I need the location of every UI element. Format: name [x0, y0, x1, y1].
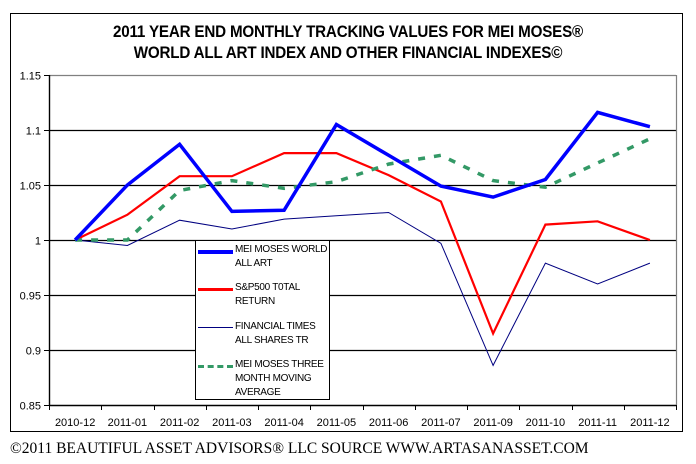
copyright-footer: ©2011 BEAUTIFUL ASSET ADVISORS® LLC SOUR… [10, 440, 589, 457]
axes: 0.85 0.9 0.95 1 1.05 1.1 1.15 2010-12 2011-01 201… [20, 71, 678, 429]
chart-legend: MEI MOSES WORLD ALL ART S&P500 T0TAL RET… [195, 240, 330, 400]
x-tick-label: 2011-09 [473, 417, 513, 429]
x-tick-label: 2011-06 [369, 417, 409, 429]
x-tick-label: 2010-12 [55, 417, 95, 429]
legend-label: MEI MOSES THREE MONTH MOVING AVERAGE [235, 359, 324, 398]
x-tick-label: 2011-04 [264, 417, 304, 429]
x-tick-label: 2011-03 [212, 417, 252, 429]
legend-label: MEI MOSES WORLD ALL ART [235, 244, 328, 269]
chart-title-line-1: 2011 YEAR END MONTHLY TRACKING VALUES FO… [112, 23, 584, 41]
legend-swatch-red-line [198, 288, 233, 291]
x-tick-label: 2011-02 [160, 417, 200, 429]
legend-swatch-navy-line [198, 327, 233, 328]
y-tick-label: 1 [35, 236, 41, 248]
legend-swatch-blue-line [198, 250, 233, 254]
x-tick-label: 2011-01 [108, 417, 148, 429]
y-tick-label: 0.95 [20, 291, 41, 303]
series-line-s-p500-t0tal-return [74, 152, 651, 337]
y-tick-label: 0.9 [26, 346, 41, 358]
gridlines [49, 74, 676, 352]
chart-frame [10, 13, 683, 432]
series-line-financial-times-all-shares-tr [75, 211, 651, 367]
legend-swatch-green-dashed [198, 365, 233, 368]
x-tick-label: 2011-05 [317, 417, 357, 429]
y-tick-label: 0.85 [20, 401, 41, 413]
y-tick-label: 1.15 [20, 71, 41, 83]
series-line-mei-moses-three-month-moving-average [75, 137, 651, 242]
y-tick-label: 1.05 [20, 181, 41, 193]
y-tick-label: 1.1 [26, 126, 41, 138]
x-tick-label: 2011-07 [421, 417, 461, 429]
x-tick-label: 2011-11 [578, 417, 617, 429]
x-tick-label: 2011-10 [526, 417, 566, 429]
chart-title-line-2: WORLD ALL ART INDEX AND OTHER FINANCIAL … [133, 44, 563, 62]
legend-label: S&P500 T0TAL RETURN [235, 282, 300, 307]
legend-label: FINANCIAL TIMES ALL SHARES TR [235, 321, 316, 346]
x-tick-label: 2011-12 [630, 417, 670, 429]
series [73, 110, 651, 367]
series-line-mei-moses-world-all-art [73, 110, 651, 242]
